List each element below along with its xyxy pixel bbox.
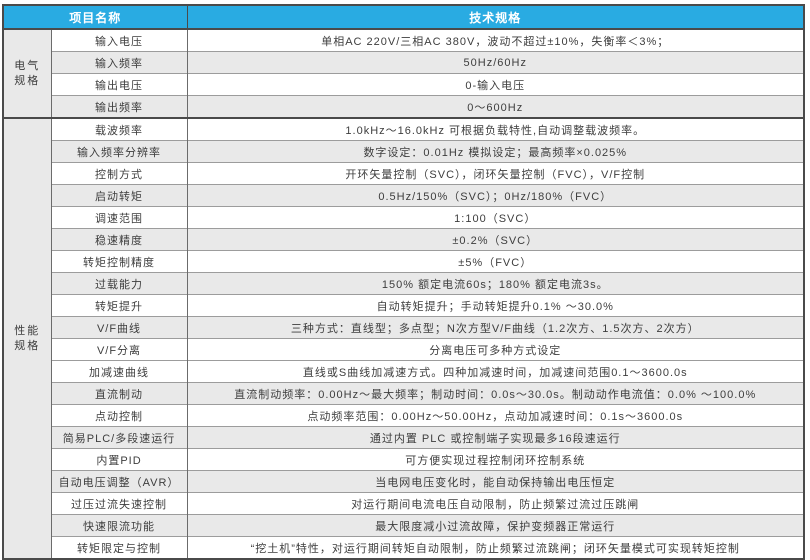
table-row: 转矩限定与控制 “挖土机”特性，对运行期间转矩自动限制，防止频繁过流跳闸；闭环矢量… xyxy=(3,536,804,559)
tech-spec-cell: 150% 额定电流60s；180% 额定电流3s。 xyxy=(187,272,804,295)
tech-spec-cell: 当电网电压变化时，能自动保持输出电压恒定 xyxy=(187,470,804,493)
column-header-item-name: 项目名称 xyxy=(3,5,188,30)
item-name-cell: 自动电压调整（AVR） xyxy=(51,470,188,493)
item-name-cell: 载波频率 xyxy=(51,117,188,141)
item-name-cell: 点动控制 xyxy=(51,404,188,427)
table-row: 输入频率 50Hz/60Hz xyxy=(3,51,804,74)
item-name-cell: 直流制动 xyxy=(51,382,188,405)
item-name-cell: 稳速精度 xyxy=(51,228,188,251)
group-label: 电气 规格 xyxy=(3,28,52,118)
item-name-cell: 转矩控制精度 xyxy=(51,250,188,273)
table-row: 稳速精度 ±0.2%（SVC） xyxy=(3,228,804,251)
tech-spec-cell: 可方便实现过程控制闭环控制系统 xyxy=(187,448,804,471)
tech-spec-cell: 1:100（SVC） xyxy=(187,206,804,229)
tech-spec-cell: 分离电压可多种方式设定 xyxy=(187,338,804,361)
tech-spec-cell: 0-输入电压 xyxy=(187,73,804,96)
table-row: 过压过流失速控制 对运行期间电流电压自动限制，防止频繁过流过压跳闸 xyxy=(3,492,804,515)
item-name-cell: 调速范围 xyxy=(51,206,188,229)
table-row: 启动转矩 0.5Hz/150%（SVC）；0Hz/180%（FVC） xyxy=(3,184,804,207)
item-name-cell: 输入电压 xyxy=(51,28,188,52)
item-name-cell: 过载能力 xyxy=(51,272,188,295)
tech-spec-cell: 三种方式：直线型；多点型；N次方型V/F曲线（1.2次方、1.5次方、2次方） xyxy=(187,316,804,339)
tech-spec-cell: 开环矢量控制（SVC），闭环矢量控制（FVC），V/F控制 xyxy=(187,162,804,185)
column-header-tech-spec: 技术规格 xyxy=(187,5,804,30)
tech-spec-cell: 最大限度减小过流故障，保护变频器正常运行 xyxy=(187,514,804,537)
table-row: 转矩控制精度 ±5%（FVC） xyxy=(3,250,804,273)
item-name-cell: V/F分离 xyxy=(51,338,188,361)
tech-spec-cell: 单相AC 220V/三相AC 380V，波动不超过±10%，失衡率＜3%； xyxy=(187,28,804,52)
table-row: 电气 规格 输入电压 单相AC 220V/三相AC 380V，波动不超过±10%，失… xyxy=(3,28,804,118)
tech-spec-cell: 直流制动频率：0.00Hz～最大频率；制动时间：0.0s～30.0s。制动动作电… xyxy=(187,382,804,405)
tech-spec-cell: 0～600Hz xyxy=(187,95,804,118)
table-row: V/F曲线 三种方式：直线型；多点型；N次方型V/F曲线（1.2次方、1.5次方、… xyxy=(3,316,804,339)
table-row: 简易PLC/多段速运行 通过内置 PLC 或控制端子实现最多16段速运行 xyxy=(3,426,804,449)
tech-spec-cell: 直线或S曲线加减速方式。四种加减速时间，加减速间范围0.1～3600.0s xyxy=(187,360,804,383)
tech-spec-cell: “挖土机”特性，对运行期间转矩自动限制，防止频繁过流跳闸；闭环矢量模式可实现转矩… xyxy=(187,536,804,559)
item-name-cell: 启动转矩 xyxy=(51,184,188,207)
tech-spec-cell: ±5%（FVC） xyxy=(187,250,804,273)
table-row: 调速范围 1:100（SVC） xyxy=(3,206,804,229)
tech-spec-cell: 0.5Hz/150%（SVC）；0Hz/180%（FVC） xyxy=(187,184,804,207)
item-name-cell: 过压过流失速控制 xyxy=(51,492,188,515)
tech-spec-cell: 通过内置 PLC 或控制端子实现最多16段速运行 xyxy=(187,426,804,449)
item-name-cell: 控制方式 xyxy=(51,162,188,185)
tech-spec-cell: ±0.2%（SVC） xyxy=(187,228,804,251)
table-row: 输出频率 0～600Hz xyxy=(3,95,804,118)
item-name-cell: 输出频率 xyxy=(51,95,188,118)
table-row: 输出电压 0-输入电压 xyxy=(3,73,804,96)
spec-table: 项目名称 技术规格 电气 规格 输入电压 单相AC 220V/三相AC 380V，波… xyxy=(2,4,805,560)
tech-spec-cell: 50Hz/60Hz xyxy=(187,51,804,74)
table-row: 输入频率分辨率 数字设定：0.01Hz 模拟设定；最高频率×0.025% xyxy=(3,140,804,163)
table-row: 加减速曲线 直线或S曲线加减速方式。四种加减速时间，加减速间范围0.1～3600.… xyxy=(3,360,804,383)
table-header-row: 项目名称 技术规格 xyxy=(3,5,804,30)
tech-spec-cell: 点动频率范围：0.00Hz～50.00Hz，点动加减速时间：0.1s～3600.… xyxy=(187,404,804,427)
table-row: V/F分离 分离电压可多种方式设定 xyxy=(3,338,804,361)
item-name-cell: 输出电压 xyxy=(51,73,188,96)
item-name-cell: 加减速曲线 xyxy=(51,360,188,383)
group-label: 性能 规格 xyxy=(3,117,52,559)
tech-spec-cell: 1.0kHz～16.0kHz 可根据负载特性,自动调整载波频率。 xyxy=(187,117,804,141)
table-row: 过载能力 150% 额定电流60s；180% 额定电流3s。 xyxy=(3,272,804,295)
table-row: 点动控制 点动频率范围：0.00Hz～50.00Hz，点动加减速时间：0.1s～3… xyxy=(3,404,804,427)
table-row: 直流制动 直流制动频率：0.00Hz～最大频率；制动时间：0.0s～30.0s。制… xyxy=(3,382,804,405)
item-name-cell: 快速限流功能 xyxy=(51,514,188,537)
item-name-cell: 转矩限定与控制 xyxy=(51,536,188,559)
item-name-cell: 输入频率分辨率 xyxy=(51,140,188,163)
spec-sheet-page: 项目名称 技术规格 电气 规格 输入电压 单相AC 220V/三相AC 380V，波… xyxy=(2,4,805,560)
table-row: 自动电压调整（AVR） 当电网电压变化时，能自动保持输出电压恒定 xyxy=(3,470,804,493)
item-name-cell: 输入频率 xyxy=(51,51,188,74)
item-name-cell: 内置PID xyxy=(51,448,188,471)
item-name-cell: V/F曲线 xyxy=(51,316,188,339)
table-row: 转矩提升 自动转矩提升；手动转矩提升0.1% ～30.0% xyxy=(3,294,804,317)
table-row: 快速限流功能 最大限度减小过流故障，保护变频器正常运行 xyxy=(3,514,804,537)
spec-table-body: 电气 规格 输入电压 单相AC 220V/三相AC 380V，波动不超过±10%，失… xyxy=(3,28,804,559)
item-name-cell: 简易PLC/多段速运行 xyxy=(51,426,188,449)
tech-spec-cell: 自动转矩提升；手动转矩提升0.1% ～30.0% xyxy=(187,294,804,317)
tech-spec-cell: 对运行期间电流电压自动限制，防止频繁过流过压跳闸 xyxy=(187,492,804,515)
table-row: 内置PID 可方便实现过程控制闭环控制系统 xyxy=(3,448,804,471)
tech-spec-cell: 数字设定：0.01Hz 模拟设定；最高频率×0.025% xyxy=(187,140,804,163)
item-name-cell: 转矩提升 xyxy=(51,294,188,317)
table-row: 性能 规格 载波频率 1.0kHz～16.0kHz 可根据负载特性,自动调整载波频率… xyxy=(3,117,804,559)
table-row: 控制方式 开环矢量控制（SVC），闭环矢量控制（FVC），V/F控制 xyxy=(3,162,804,185)
